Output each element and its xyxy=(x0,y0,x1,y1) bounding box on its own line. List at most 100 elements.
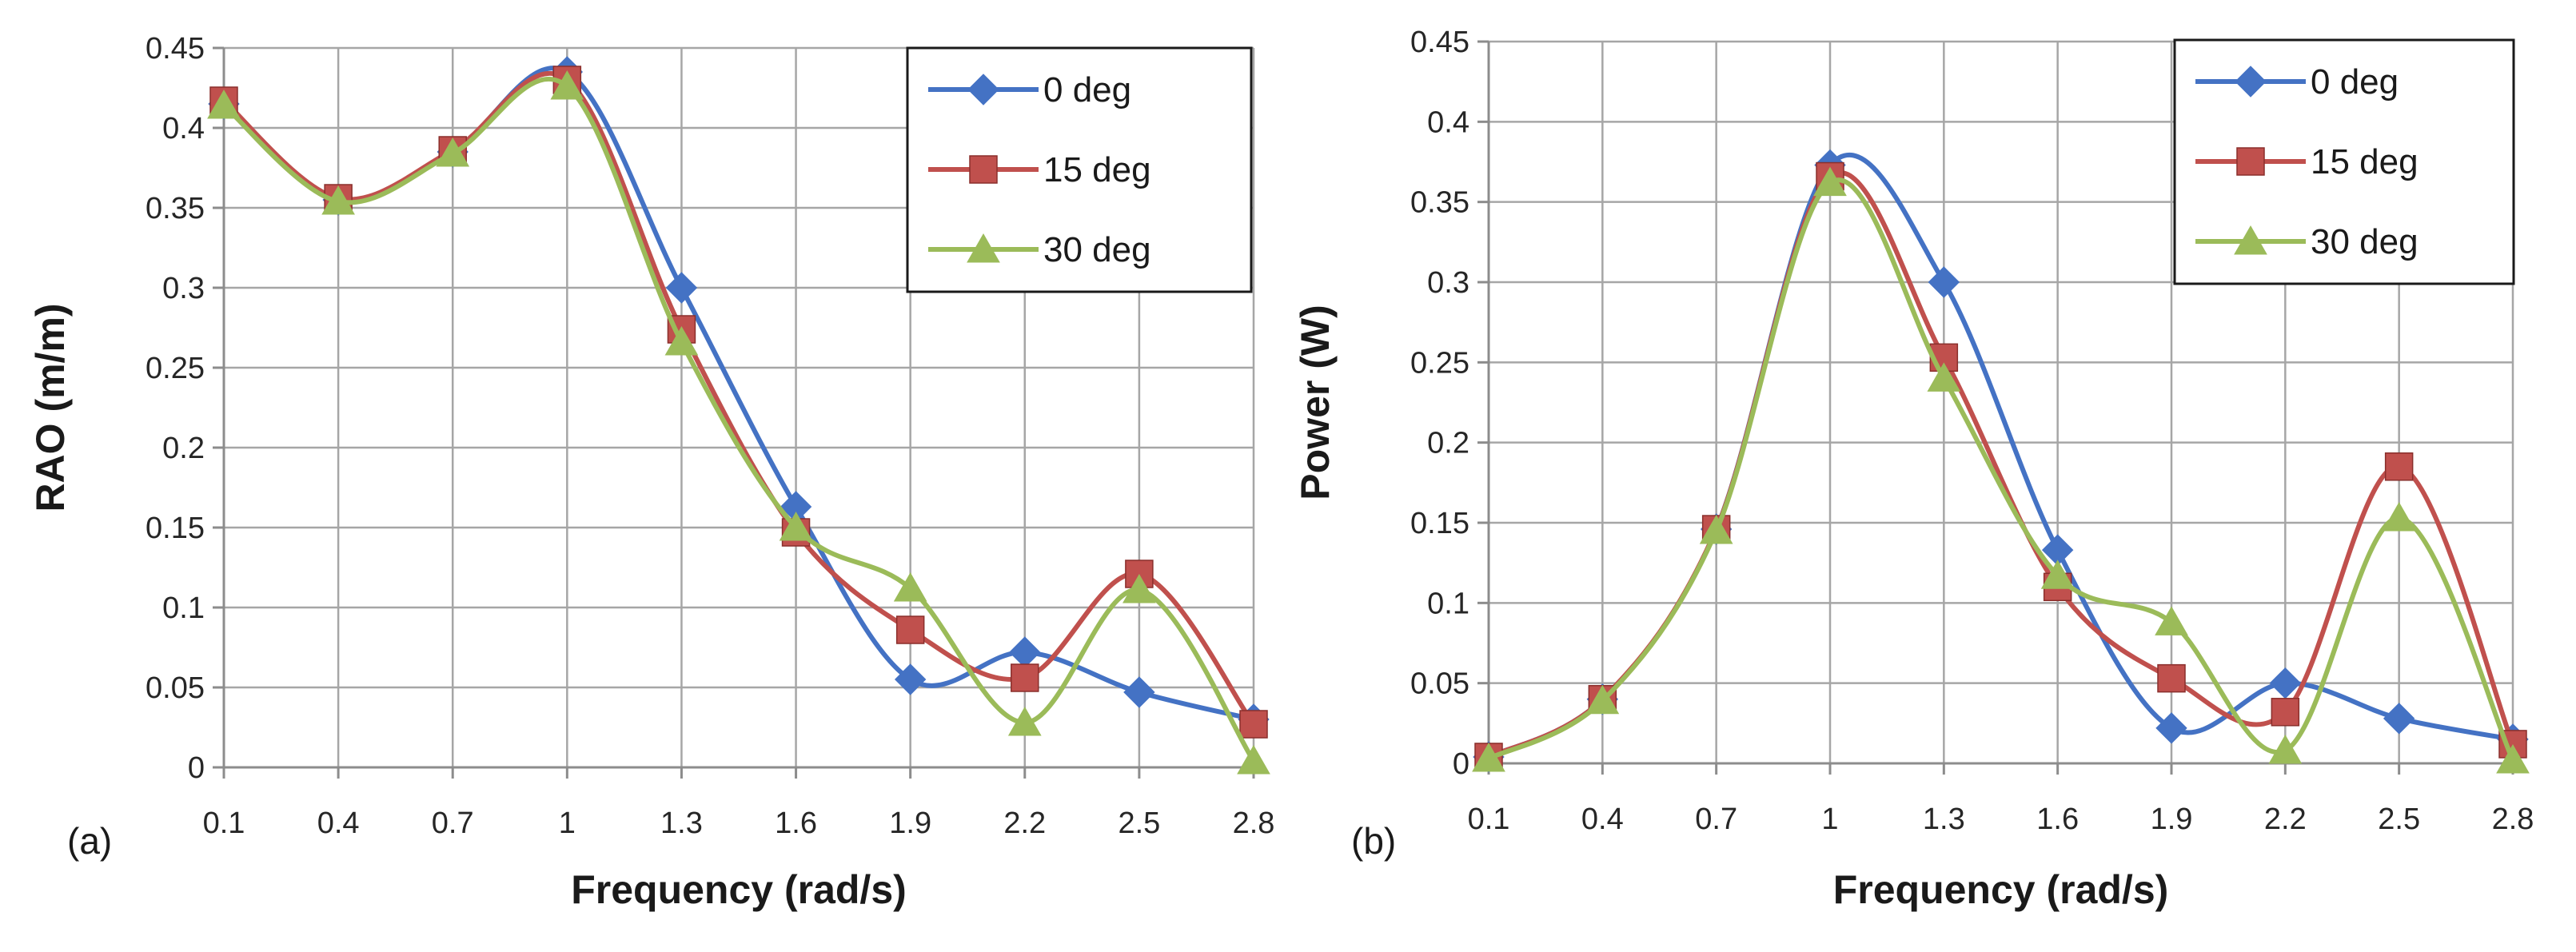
data-point-triangle xyxy=(2040,560,2075,589)
y-tick-label: 0.45 xyxy=(1410,26,1469,59)
x-tick-label: 1.3 xyxy=(660,807,703,840)
legend-entry: 30 deg xyxy=(2195,222,2418,261)
legend-marker-square xyxy=(969,155,998,184)
data-point-diamond xyxy=(1009,636,1041,668)
data-point-triangle xyxy=(436,137,470,167)
data-point-diamond xyxy=(2155,712,2187,744)
x-tick-label: 2.8 xyxy=(2492,803,2534,836)
y-tick-label: 0.4 xyxy=(1427,106,1469,139)
x-tick-label: 1.9 xyxy=(2151,803,2193,836)
legend-entry: 15 deg xyxy=(2195,142,2418,181)
y-tick-label: 0.45 xyxy=(146,32,205,66)
y-tick-label: 0.35 xyxy=(146,192,205,225)
chart-panel-a: 0 0.05 0.1 0.15 0.2 0.25 0.3 0.35 0.4 0.45 0.1 0.4 0… xyxy=(28,32,1274,912)
legend-entry: 15 deg xyxy=(928,150,1151,189)
x-tick-label: 1 xyxy=(559,807,576,840)
x-tick-label: 1.9 xyxy=(889,807,931,840)
y-tick-label: 0.35 xyxy=(1410,186,1469,220)
series-line xyxy=(221,77,1256,763)
series-30-deg xyxy=(1472,166,2530,774)
data-point-triangle xyxy=(1585,684,1620,715)
data-point-diamond xyxy=(1123,676,1155,708)
legend-label: 0 deg xyxy=(1043,70,1131,110)
panel-label: (a) xyxy=(67,820,112,862)
x-tick-label: 1 xyxy=(1821,803,1838,836)
x-tick-label: 2.8 xyxy=(1233,807,1275,840)
x-tick-label: 2.2 xyxy=(2264,803,2307,836)
legend-marker-triangle xyxy=(2234,225,2267,255)
data-point-triangle xyxy=(2382,501,2416,532)
legend-marker-triangle xyxy=(967,233,1000,263)
y-axis-title: Power (W) xyxy=(1293,305,1338,500)
legend-entry: 0 deg xyxy=(928,70,1131,110)
x-tick-label: 0.7 xyxy=(432,807,474,840)
data-point-triangle xyxy=(1007,706,1042,736)
data-point-square xyxy=(2271,698,2300,727)
x-axis-title: Frequency (rad/s) xyxy=(571,867,907,912)
data-point-square xyxy=(1011,663,1039,692)
data-point-triangle xyxy=(893,572,927,602)
y-tick-label: 0 xyxy=(188,751,205,785)
x-tick-label: 1.6 xyxy=(775,807,817,840)
data-point-diamond xyxy=(1928,266,1960,298)
legend-entry: 30 deg xyxy=(928,230,1151,269)
data-point-triangle xyxy=(550,70,584,100)
data-point-triangle xyxy=(207,89,241,119)
data-point-diamond xyxy=(2383,703,2415,735)
x-tick-label: 0.4 xyxy=(317,807,360,840)
y-tick-label: 0.2 xyxy=(1427,427,1469,460)
x-tick-label: 1.6 xyxy=(2036,803,2079,836)
y-tick-label: 0.05 xyxy=(146,671,205,705)
data-point-triangle xyxy=(779,511,813,541)
y-tick-label: 0.3 xyxy=(162,272,205,305)
legend-marker-square xyxy=(2236,147,2265,176)
chart-panel-b: 0 0.05 0.1 0.15 0.2 0.25 0.3 0.35 0.4 0.45 0.1 0.4 0… xyxy=(1293,26,2534,912)
data-point-square xyxy=(1239,710,1268,739)
y-tick-label: 0.25 xyxy=(146,352,205,385)
data-point-triangle xyxy=(1237,744,1270,775)
legend: 0 deg 15 deg 30 deg xyxy=(906,46,1253,293)
series-line xyxy=(1486,177,2515,763)
data-point-triangle xyxy=(1813,166,1847,197)
data-point-diamond xyxy=(894,663,927,695)
y-tick-label: 0.15 xyxy=(1410,507,1469,540)
x-tick-label: 0.1 xyxy=(203,807,245,840)
y-tick-label: 0.1 xyxy=(162,592,205,625)
x-tick-label: 0.7 xyxy=(1695,803,1737,836)
x-tick-label: 2.5 xyxy=(1118,807,1160,840)
y-axis-title: RAO (m/m) xyxy=(28,303,73,512)
legend-label: 30 deg xyxy=(1043,230,1151,269)
x-axis-title: Frequency (rad/s) xyxy=(1833,867,2169,912)
legend-label: 15 deg xyxy=(1043,150,1151,189)
data-point-square xyxy=(2384,452,2414,481)
panel-label: (b) xyxy=(1351,820,1396,862)
legend-entry: 0 deg xyxy=(2195,62,2399,102)
x-tick-label: 2.2 xyxy=(1003,807,1046,840)
data-point-triangle xyxy=(2268,734,2303,764)
y-tick-label: 0.25 xyxy=(1410,346,1469,380)
x-tick-label: 0.1 xyxy=(1468,803,1510,836)
y-tick-label: 0.15 xyxy=(146,512,205,545)
y-tick-label: 0.1 xyxy=(1427,587,1469,620)
legend-label: 15 deg xyxy=(2311,142,2418,181)
x-tick-label: 0.4 xyxy=(1581,803,1624,836)
series-30-deg xyxy=(207,70,1270,775)
x-tick-label: 1.3 xyxy=(1923,803,1965,836)
legend: 0 deg 15 deg 30 deg xyxy=(2173,38,2515,285)
legend-marker-diamond xyxy=(2235,66,2267,98)
data-point-square xyxy=(895,615,925,644)
data-point-triangle xyxy=(1927,362,1961,392)
data-point-triangle xyxy=(664,325,699,356)
y-tick-label: 0.3 xyxy=(1427,266,1469,300)
data-point-triangle xyxy=(1699,515,1733,544)
y-tick-label: 0 xyxy=(1453,747,1469,781)
y-tick-label: 0.05 xyxy=(1410,667,1469,701)
data-point-diamond xyxy=(665,272,698,304)
data-point-triangle xyxy=(321,185,355,215)
legend-label: 30 deg xyxy=(2311,222,2418,261)
series-line xyxy=(221,71,1256,727)
y-tick-label: 0.4 xyxy=(162,112,205,145)
data-point-square xyxy=(2157,663,2186,693)
x-tick-label: 2.5 xyxy=(2378,803,2420,836)
